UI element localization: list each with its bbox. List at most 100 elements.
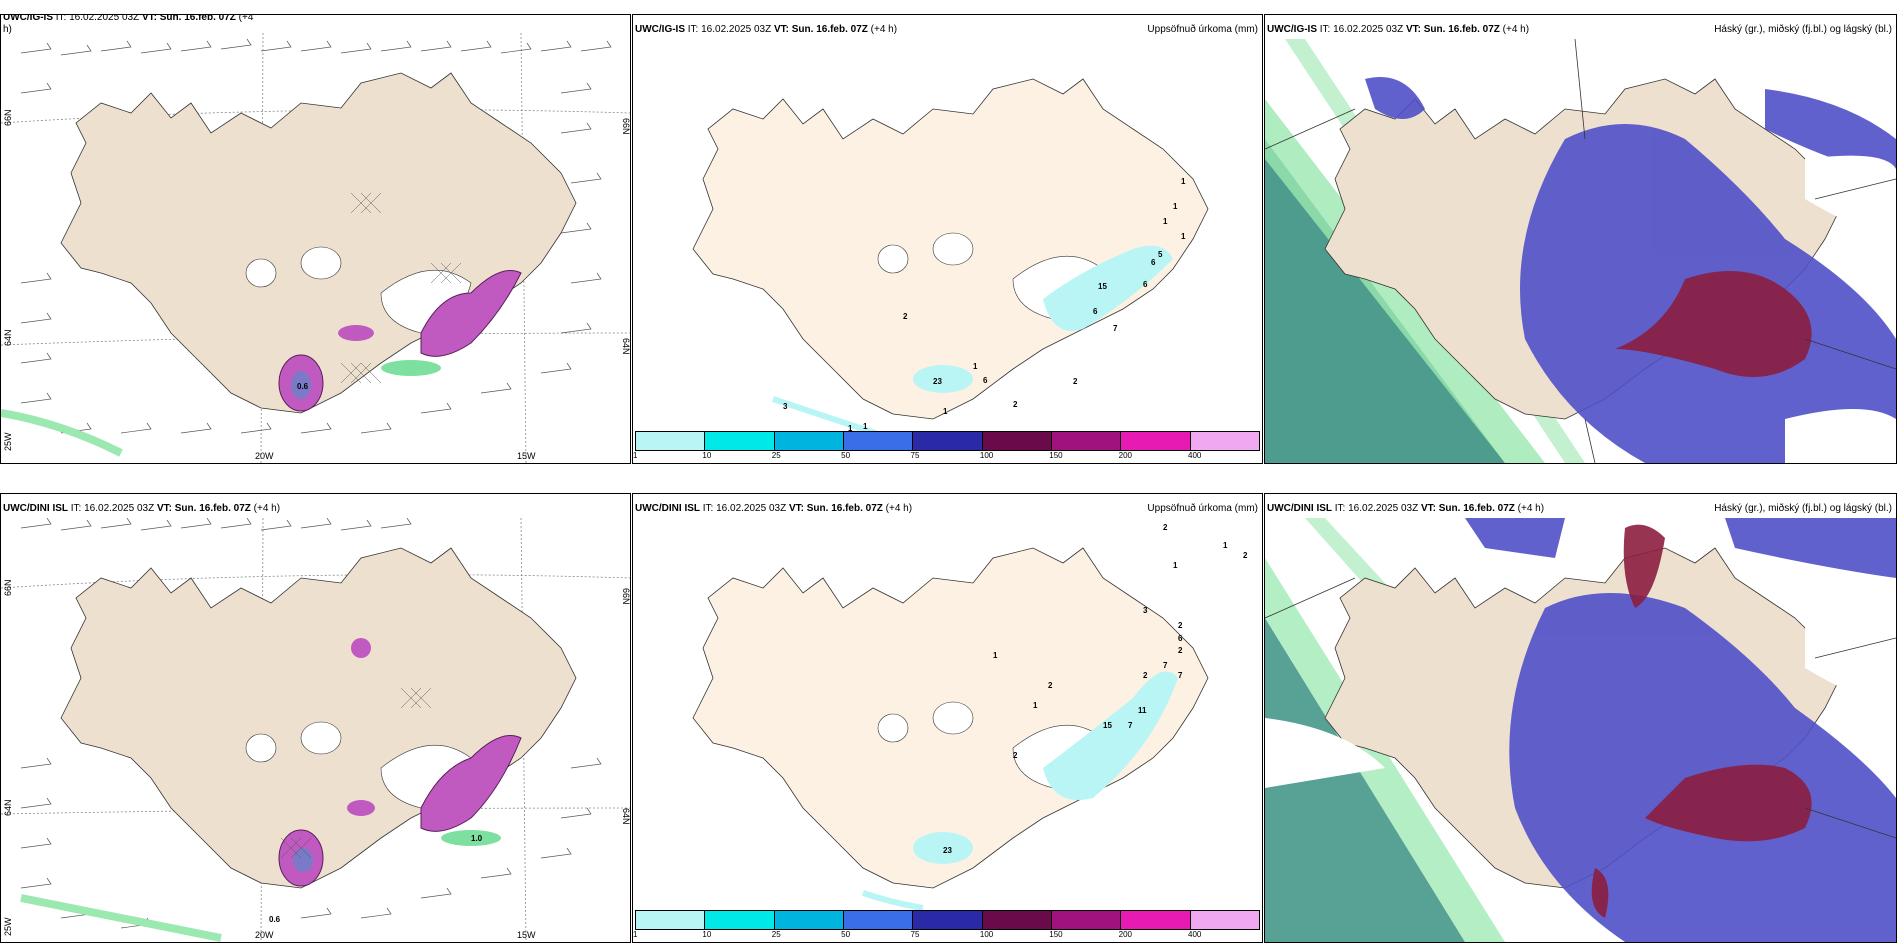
svg-text:2: 2 xyxy=(1163,523,1168,532)
panel-clouds-bottom: UWC/DINI ISL IT: 16.02.2025 03Z VT: Sun.… xyxy=(1264,493,1897,943)
precip-map: 2 1 2 1 3 2 6 2 7 7 2 11 7 15 1 2 1 2 23 xyxy=(633,518,1262,910)
colorbar-tick: 150 xyxy=(1049,930,1063,939)
panel-header: UWC/DINI ISL IT: 16.02.2025 03Z VT: Sun.… xyxy=(1,500,280,518)
grid-lines xyxy=(1265,39,1896,463)
svg-text:7: 7 xyxy=(1178,671,1183,680)
lead-time: (+4 xyxy=(238,14,254,23)
svg-text:1: 1 xyxy=(1173,561,1178,570)
precip-areas xyxy=(772,245,1173,431)
svg-text:23: 23 xyxy=(933,377,942,386)
contour-label: 0.6 xyxy=(269,915,281,924)
svg-text:2: 2 xyxy=(1178,646,1183,655)
panel-header: UWC/DINI ISL IT: 16.02.2025 03Z VT: Sun.… xyxy=(1265,500,1544,518)
colorbar-tick: 25 xyxy=(771,451,781,460)
svg-text:1: 1 xyxy=(973,362,978,371)
lead-time: (+4 h) xyxy=(1517,503,1545,514)
colorbar-labels: 1 10 25 50 75 100 150 200 400 xyxy=(633,930,1260,942)
high-clouds xyxy=(1615,271,1812,377)
model-name: UWC/DINI ISL xyxy=(635,503,700,514)
iceland-land xyxy=(60,547,577,889)
colorbar-tick: 1 xyxy=(633,451,638,460)
lon-label: 15W xyxy=(517,930,536,940)
colorbar-tick: 50 xyxy=(841,930,851,939)
svg-text:1: 1 xyxy=(1181,232,1186,241)
colorbar-swatch xyxy=(636,432,706,450)
colorbar-tick: 100 xyxy=(979,930,994,939)
svg-text:11: 11 xyxy=(1138,706,1147,715)
panel-wind-bottom: UWC/DINI ISL IT: 16.02.2025 03Z VT: Sun.… xyxy=(0,493,631,943)
svg-text:23: 23 xyxy=(943,846,952,855)
colorbar-swatch xyxy=(1121,432,1191,450)
colorbar-tick: 150 xyxy=(1049,451,1063,460)
lat-label: 64N xyxy=(621,808,630,825)
panel-title: Uppsöfnuð úrkoma (mm) xyxy=(1147,24,1258,35)
init-time: IT: 16.02.2025 03Z xyxy=(70,503,155,514)
lon-label: 15W xyxy=(517,451,536,461)
colorbar-swatch xyxy=(1190,432,1259,450)
svg-text:2: 2 xyxy=(1243,551,1248,560)
contour-label: 0.6 xyxy=(297,382,309,391)
lead-time-cont: h) xyxy=(3,24,12,35)
colorbar-tick: 10 xyxy=(702,451,712,460)
lat-label: 66N xyxy=(3,579,13,596)
colorbar-tick: 200 xyxy=(1118,451,1132,460)
panel-header: UWC/IG-IS IT: 16.02.2025 03Z VT: Sun. 16… xyxy=(1265,21,1529,39)
iceland-land xyxy=(60,72,577,414)
svg-text:2: 2 xyxy=(1143,671,1148,680)
svg-text:2: 2 xyxy=(1178,621,1183,630)
precip-areas xyxy=(278,270,522,412)
valid-time: VT: Sun. 16.feb. 07Z xyxy=(788,503,883,514)
hatch xyxy=(340,192,462,384)
lat-label: 64N xyxy=(3,329,13,346)
colorbar-swatch xyxy=(982,911,1052,929)
svg-text:6: 6 xyxy=(983,376,988,385)
colorbar-tick: 200 xyxy=(1118,930,1132,939)
panel-clouds-top: UWC/IG-IS IT: 16.02.2025 03Z VT: Sun. 16… xyxy=(1264,14,1897,464)
svg-text:3: 3 xyxy=(783,402,788,411)
lead-time: (+4 h) xyxy=(1502,24,1530,35)
panel-header: UWC/IG-IS IT: 16.02.2025 03Z VT: Sun. 16… xyxy=(633,21,897,39)
colorbar-swatch xyxy=(1051,432,1122,450)
wind-map: 66N 64N 20W 15W 25W 66N 64N 0.6 xyxy=(1,33,630,463)
lead-time: (+4 h) xyxy=(870,24,898,35)
lat-label: 64N xyxy=(3,799,13,816)
precip-areas xyxy=(278,638,522,887)
clouds-map-svg xyxy=(1265,518,1896,942)
lead-time: (+4 h) xyxy=(253,503,281,514)
colorbar-tick: 25 xyxy=(771,930,781,939)
panel-precip-top: UWC/IG-IS IT: 16.02.2025 03Z VT: Sun. 16… xyxy=(632,14,1263,464)
init-time: IT: 16.02.2025 03Z xyxy=(702,503,787,514)
colorbar-swatch xyxy=(636,911,706,929)
svg-text:1: 1 xyxy=(1163,217,1168,226)
lon-label: 25W xyxy=(3,917,13,936)
clouds-map-svg xyxy=(1265,39,1896,463)
colorbar-swatch xyxy=(913,911,983,929)
grid-lines xyxy=(1265,577,1896,839)
colorbar xyxy=(635,910,1260,930)
colorbar-tick: 50 xyxy=(841,451,851,460)
valid-time: VT: Sun. 16.feb. 07Z xyxy=(141,14,236,23)
colorbar-swatch xyxy=(774,432,844,450)
precip-areas xyxy=(862,671,1178,910)
panel-title: Uppsöfnuð úrkoma (mm) xyxy=(1147,503,1258,514)
colorbar-swatch xyxy=(1051,911,1122,929)
colorbar-labels: 1 10 25 50 75 100 150 200 400 xyxy=(633,451,1260,463)
colorbar-tick: 75 xyxy=(910,930,920,939)
init-time: IT: 16.02.2025 03Z xyxy=(1319,24,1404,35)
high-clouds xyxy=(1591,524,1812,918)
precip-map-svg: 2 1 2 1 3 2 6 2 7 7 2 11 7 15 1 2 1 2 23 xyxy=(692,523,1248,910)
svg-text:5: 5 xyxy=(1158,250,1163,259)
svg-text:1: 1 xyxy=(993,651,998,660)
colorbar-tick: 400 xyxy=(1188,930,1202,939)
svg-text:2: 2 xyxy=(1048,681,1053,690)
valid-time: VT: Sun. 16.feb. 07Z xyxy=(773,24,868,35)
svg-text:7: 7 xyxy=(1163,661,1168,670)
colorbar-tick: 10 xyxy=(702,930,712,939)
wind-barbs xyxy=(20,38,612,434)
hatch xyxy=(280,687,432,859)
colorbar-swatch xyxy=(843,911,914,929)
svg-text:6: 6 xyxy=(1178,634,1183,643)
svg-text:1: 1 xyxy=(943,407,948,416)
colorbar-swatch xyxy=(1190,911,1259,929)
valid-time: VT: Sun. 16.feb. 07Z xyxy=(1405,24,1500,35)
